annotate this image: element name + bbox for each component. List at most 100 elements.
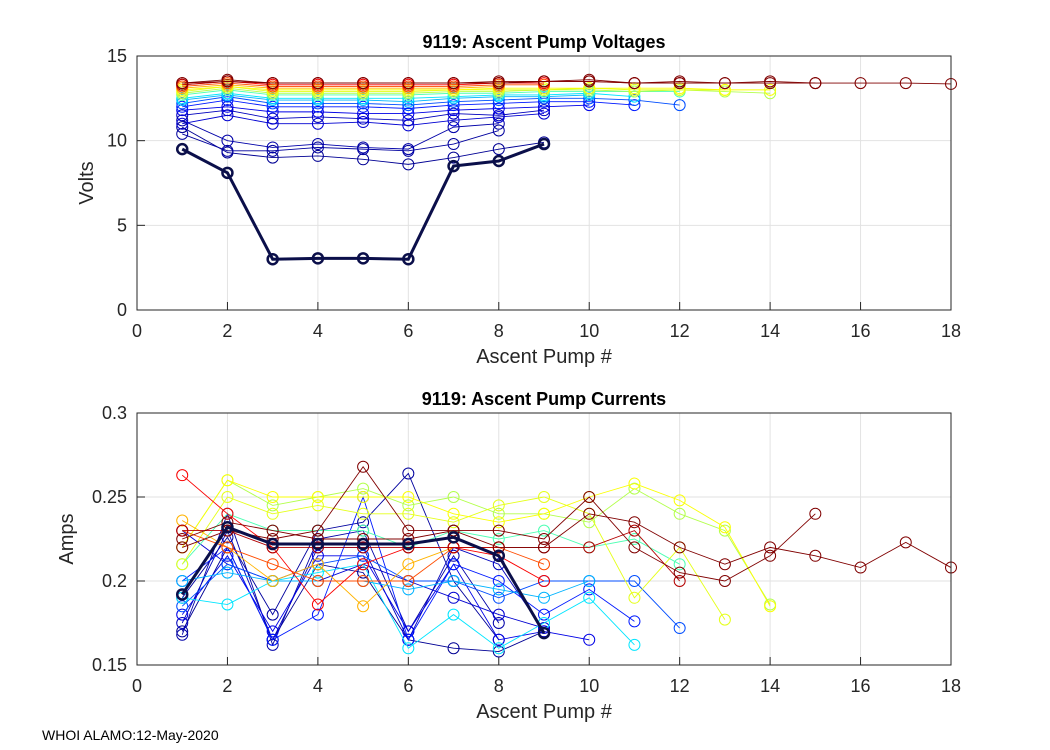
- series-line: [182, 80, 544, 86]
- data-point: [538, 541, 550, 554]
- data-point: [628, 591, 641, 604]
- data-point: [492, 516, 505, 529]
- data-point: [176, 117, 189, 130]
- data-point: [718, 575, 731, 587]
- data-point: [356, 252, 370, 265]
- data-point: [402, 95, 415, 108]
- data-point: [176, 524, 189, 537]
- x-tick-label: 8: [494, 321, 504, 341]
- x-tick-label: 8: [494, 676, 504, 696]
- data-point: [221, 558, 234, 571]
- data-point: [357, 516, 370, 529]
- data-point: [266, 100, 279, 113]
- data-point: [583, 633, 596, 646]
- data-point: [176, 558, 189, 571]
- footer-stamp: WHOI ALAMO:12-May-2020: [42, 727, 219, 743]
- series-6: [176, 94, 641, 115]
- data-point: [356, 537, 370, 551]
- data-point: [899, 536, 912, 549]
- data-point: [854, 561, 867, 574]
- data-point: [221, 474, 234, 487]
- data-point: [266, 117, 279, 130]
- x-tick-label: 12: [670, 676, 690, 696]
- data-point: [357, 507, 370, 520]
- data-point: [492, 77, 505, 90]
- data-point: [492, 154, 506, 168]
- data-point: [311, 499, 324, 512]
- series-19: [176, 75, 957, 90]
- data-point: [447, 549, 460, 562]
- data-point: [311, 524, 324, 537]
- data-point: [266, 608, 279, 621]
- data-point: [311, 537, 325, 551]
- data-point: [673, 77, 686, 90]
- data-point: [266, 499, 279, 512]
- data-point: [176, 533, 189, 545]
- data-point: [673, 494, 686, 507]
- x-tick-label: 6: [403, 676, 413, 696]
- data-point: [402, 499, 415, 512]
- data-point: [176, 127, 189, 140]
- data-point: [266, 507, 279, 520]
- series-line: [182, 96, 680, 106]
- series-line: [182, 80, 952, 85]
- series-line: [180, 525, 546, 634]
- data-point: [492, 583, 505, 596]
- data-point: [764, 600, 777, 613]
- data-point: [447, 151, 460, 164]
- x-tick-label: 4: [313, 321, 323, 341]
- data-point: [628, 615, 641, 628]
- series-line: [182, 99, 635, 109]
- data-point: [176, 514, 189, 527]
- data-point: [357, 524, 370, 537]
- x-tick-label: 12: [670, 321, 690, 341]
- data-point: [854, 77, 867, 90]
- data-point: [583, 583, 596, 596]
- data-point: [492, 633, 505, 646]
- data-point: [447, 491, 460, 503]
- data-point: [176, 104, 189, 117]
- x-tick-label: 6: [403, 321, 413, 341]
- data-point: [176, 617, 189, 629]
- data-point: [311, 141, 324, 154]
- y-tick-label: 0.2: [102, 571, 127, 591]
- data-point: [538, 575, 550, 587]
- data-point: [402, 252, 415, 266]
- data-point: [492, 645, 505, 658]
- data-point: [492, 124, 505, 137]
- data-point: [628, 77, 641, 90]
- data-point: [583, 75, 596, 88]
- x-tick-label: 18: [941, 676, 961, 696]
- data-point: [402, 102, 415, 115]
- x-tick-label: 16: [851, 676, 871, 696]
- series-line: [182, 84, 499, 89]
- series-line: [182, 465, 952, 569]
- series-line: [182, 113, 545, 126]
- data-point: [673, 558, 686, 571]
- data-point: [266, 77, 279, 90]
- data-point: [176, 628, 189, 641]
- data-point: [357, 566, 370, 579]
- data-point: [538, 591, 550, 604]
- data-point: [673, 99, 686, 112]
- data-point: [221, 507, 234, 520]
- data-point: [492, 524, 505, 537]
- data-point: [809, 507, 822, 520]
- data-point: [311, 566, 324, 579]
- data-point: [492, 575, 505, 587]
- data-point: [764, 549, 777, 562]
- data-point: [402, 642, 415, 655]
- data-point: [764, 77, 777, 90]
- x-tick-label: 0: [132, 321, 142, 341]
- y-axis-label: Volts: [76, 161, 98, 204]
- data-point: [311, 491, 324, 503]
- data-point: [311, 77, 324, 90]
- data-point: [492, 117, 505, 130]
- y-tick-label: 0.15: [92, 655, 127, 675]
- series-line: [181, 495, 635, 641]
- data-point: [176, 100, 189, 113]
- data-point: [221, 166, 234, 180]
- data-point: [583, 541, 596, 554]
- data-point: [176, 608, 189, 621]
- data-point: [402, 99, 415, 112]
